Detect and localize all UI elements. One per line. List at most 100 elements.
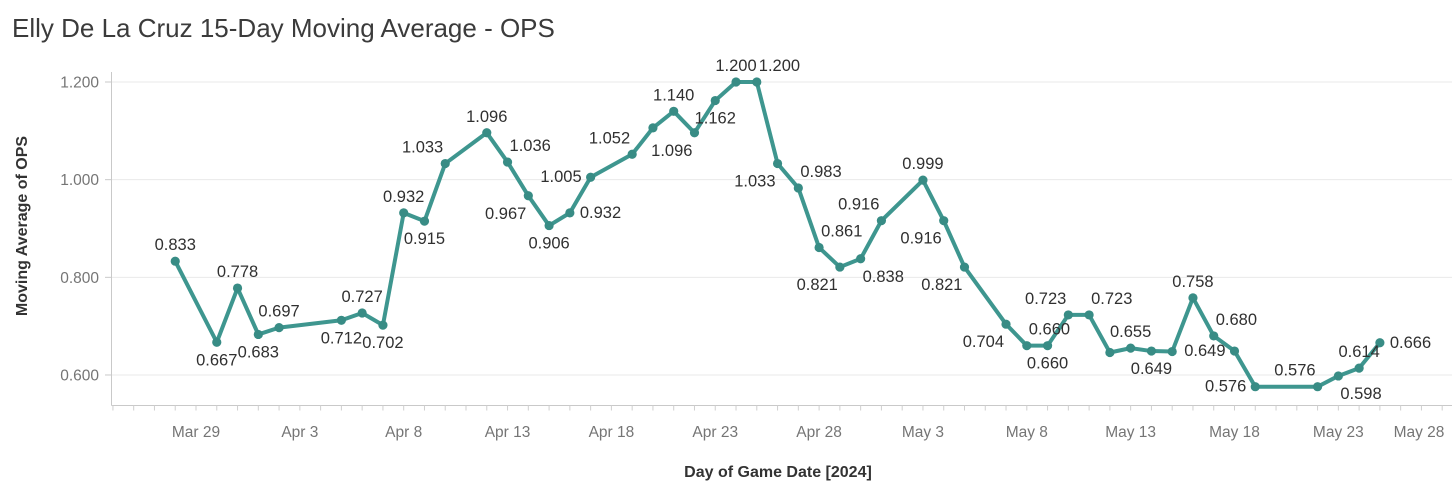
data-point-label: 0.821 — [921, 276, 962, 294]
data-point-label: 1.096 — [651, 142, 692, 160]
data-point[interactable] — [731, 77, 741, 87]
data-point-label: 0.683 — [238, 343, 279, 361]
gridlines — [112, 81, 1452, 376]
data-point-label: 0.916 — [900, 230, 941, 248]
data-point[interactable] — [939, 216, 949, 226]
data-point[interactable] — [835, 262, 845, 272]
data-point-label: 0.655 — [1110, 323, 1151, 341]
tick-labels: 0.600 0.800 1.000 1.200 Mar 29 Apr 3 Apr 8 Apr … — [60, 75, 1444, 442]
data-labels: 0.833 0.667 0.778 0.683 0.697 0.712 0.727 0.702… — [155, 57, 1432, 403]
data-point[interactable] — [378, 320, 388, 330]
data-point[interactable] — [1105, 347, 1115, 358]
data-point[interactable] — [1354, 363, 1364, 373]
data-point[interactable] — [1312, 382, 1323, 392]
data-point-label: 1.200 — [759, 57, 800, 75]
x-tick-label: Apr 3 — [281, 424, 318, 441]
data-point-label: 0.666 — [1390, 334, 1431, 352]
data-point[interactable] — [814, 242, 824, 253]
data-point-label: 0.915 — [404, 230, 445, 248]
data-point-label: 1.036 — [510, 137, 551, 155]
data-point[interactable] — [565, 208, 575, 218]
x-tick-label: May 13 — [1105, 424, 1156, 441]
data-point[interactable] — [523, 191, 533, 201]
data-point[interactable] — [1250, 382, 1260, 392]
data-point[interactable] — [1001, 319, 1011, 329]
data-point-label: 0.649 — [1131, 360, 1172, 378]
data-point[interactable] — [710, 95, 720, 106]
data-point[interactable] — [959, 262, 970, 272]
data-point-label: 0.723 — [1025, 290, 1066, 308]
data-point-label: 0.999 — [902, 155, 943, 173]
data-point-label: 0.778 — [217, 263, 258, 281]
data-point[interactable] — [1022, 341, 1032, 351]
data-point-label: 0.660 — [1027, 355, 1068, 373]
data-point[interactable] — [1229, 346, 1240, 356]
data-point[interactable] — [876, 216, 887, 226]
data-point[interactable] — [1084, 310, 1094, 320]
data-point-label: 0.758 — [1172, 273, 1213, 291]
data-point[interactable] — [502, 157, 513, 167]
data-point[interactable] — [772, 158, 783, 169]
data-point[interactable] — [689, 128, 700, 138]
data-point-label: 1.033 — [402, 139, 443, 157]
chart-title: Elly De La Cruz 15-Day Moving Average - … — [12, 13, 555, 43]
x-tick-label: May 8 — [1006, 424, 1048, 441]
data-point-label: 0.660 — [1029, 321, 1070, 339]
data-point-label: 0.712 — [321, 329, 362, 347]
data-point-label: 1.096 — [466, 108, 507, 126]
data-point[interactable] — [357, 308, 367, 318]
data-point[interactable] — [212, 337, 222, 347]
data-point[interactable] — [1146, 346, 1157, 356]
data-point[interactable] — [170, 256, 180, 266]
data-point[interactable] — [1333, 371, 1343, 381]
data-point[interactable] — [482, 128, 492, 138]
x-tick-label: Apr 13 — [485, 424, 531, 441]
data-point-label: 0.861 — [821, 223, 862, 241]
data-point-label: 0.967 — [485, 205, 526, 223]
data-point-label: 1.052 — [589, 129, 630, 147]
data-point[interactable] — [1167, 346, 1177, 357]
data-point-label: 0.702 — [362, 334, 403, 352]
y-axis-title: Moving Average of OPS — [14, 136, 31, 317]
data-point[interactable] — [1188, 293, 1198, 303]
data-point[interactable] — [1209, 331, 1219, 341]
data-point[interactable] — [669, 106, 679, 116]
data-point-label: 1.162 — [695, 110, 736, 128]
x-tick-label: May 18 — [1209, 424, 1260, 441]
data-point-label: 0.576 — [1274, 362, 1315, 380]
data-point[interactable] — [1042, 341, 1053, 351]
data-point[interactable] — [232, 283, 243, 293]
data-point[interactable] — [253, 329, 263, 340]
data-point[interactable] — [856, 254, 866, 264]
data-point[interactable] — [793, 183, 803, 193]
data-point[interactable] — [440, 158, 450, 169]
data-point[interactable] — [586, 172, 596, 182]
data-point[interactable] — [1375, 338, 1385, 348]
data-point[interactable] — [648, 123, 658, 133]
data-point-label: 1.005 — [540, 168, 581, 186]
data-point[interactable] — [419, 216, 430, 226]
data-point[interactable] — [627, 149, 637, 159]
line-series — [170, 77, 1385, 392]
data-point[interactable] — [336, 315, 346, 325]
data-point-label: 0.649 — [1184, 342, 1225, 360]
data-point[interactable] — [1126, 343, 1136, 353]
data-point[interactable] — [399, 208, 409, 218]
data-point-label: 0.932 — [383, 188, 424, 206]
data-point-label: 0.727 — [342, 288, 383, 306]
x-tick-label: May 23 — [1313, 424, 1364, 441]
x-tick-label: May 3 — [902, 424, 944, 441]
data-point[interactable] — [544, 220, 554, 231]
y-tick-label: 0.800 — [60, 270, 99, 287]
data-point[interactable] — [752, 77, 762, 87]
axes — [105, 72, 1452, 411]
data-point-label: 0.916 — [838, 196, 879, 214]
y-tick-label: 1.200 — [60, 75, 99, 92]
data-point[interactable] — [274, 323, 284, 333]
data-point[interactable] — [1063, 310, 1073, 320]
data-point[interactable] — [918, 175, 928, 185]
x-tick-label: May 28 — [1394, 424, 1445, 441]
data-point-label: 0.906 — [528, 235, 569, 253]
x-axis-title: Day of Game Date [2024] — [684, 464, 872, 481]
x-tick-label: Mar 29 — [172, 424, 220, 441]
